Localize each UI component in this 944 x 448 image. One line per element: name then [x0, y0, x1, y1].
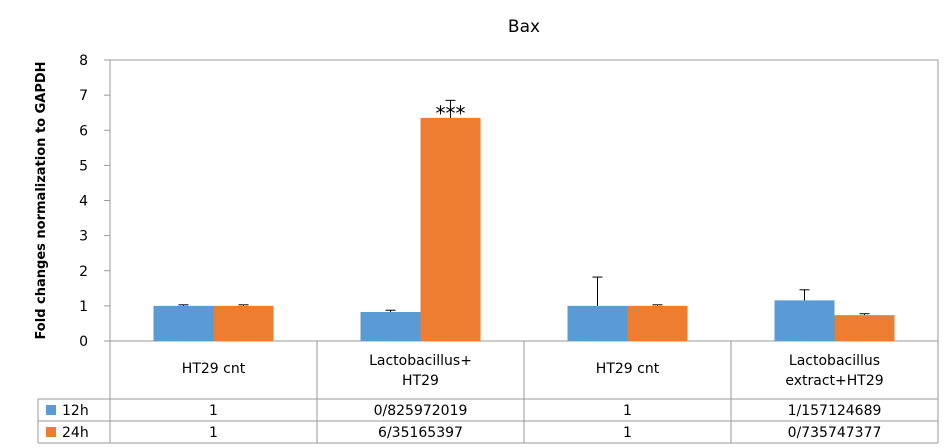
- plot-area-border: [109, 59, 939, 342]
- table-cell-24h: 1: [623, 425, 632, 441]
- bar-12h-2: [567, 305, 628, 341]
- table-cell-12h: 1: [209, 403, 218, 419]
- bar-12h-3: [774, 300, 835, 341]
- y-tick-label: 2: [79, 264, 88, 280]
- y-tick-label: 6: [79, 123, 88, 139]
- y-tick-label: 3: [79, 229, 88, 245]
- y-tick-label: 5: [79, 158, 88, 174]
- chart-title: Bax: [508, 17, 540, 37]
- x-category-label: HT29 cnt: [596, 361, 660, 377]
- table-cell-24h: 6/35165397: [378, 425, 463, 441]
- x-category-label: Lactobacillus+: [369, 353, 472, 369]
- table-cell-12h: 1/157124689: [788, 403, 882, 419]
- table-cell-12h: 1: [623, 403, 632, 419]
- legend-label-12h: 12h: [62, 403, 89, 419]
- y-tick-label: 8: [79, 53, 88, 69]
- x-category-label-line2: HT29: [402, 373, 439, 389]
- y-tick-label: 1: [79, 299, 88, 315]
- x-category-label: Lactobacillus: [789, 353, 880, 369]
- bar-24h-0: [213, 305, 274, 341]
- x-category-label-line2: extract+HT29: [785, 373, 883, 389]
- table-cell-24h: 1: [209, 425, 218, 441]
- legend-swatch-12h: [46, 405, 56, 415]
- legend-swatch-24h: [46, 427, 56, 437]
- bar-24h-1: [420, 117, 481, 341]
- x-category-label: HT29 cnt: [182, 361, 246, 377]
- bar-24h-3: [834, 315, 895, 341]
- y-axis-label: Fold changes normalization to GAPDH: [34, 61, 49, 339]
- table-cell-24h: 0/735747377: [788, 425, 882, 441]
- bar-12h-0: [153, 305, 214, 341]
- legend-label-24h: 24h: [62, 425, 89, 441]
- y-tick-label: 4: [79, 194, 88, 210]
- bar-24h-2: [627, 305, 688, 341]
- bar-12h-1: [360, 311, 421, 341]
- y-tick-label: 7: [79, 88, 88, 104]
- table-cell-12h: 0/825972019: [374, 403, 468, 419]
- y-tick-label: 0: [79, 334, 88, 350]
- significance-annotation: ***: [436, 101, 466, 125]
